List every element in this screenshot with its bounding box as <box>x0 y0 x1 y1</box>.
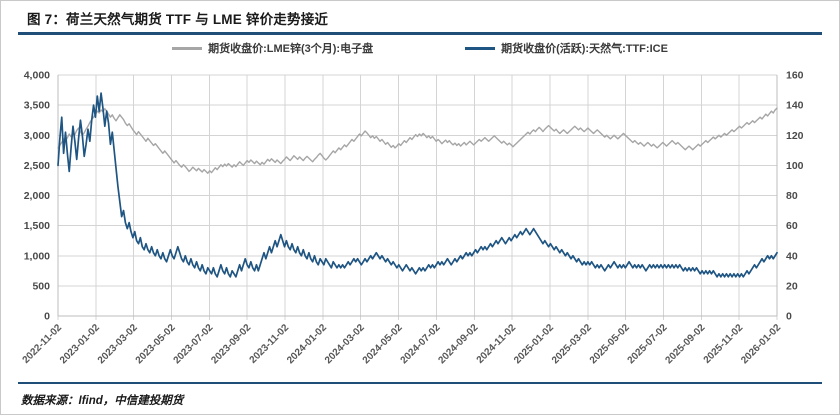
y-right-tick-label: 100 <box>786 160 804 172</box>
x-tick-label: 2024-09-02 <box>436 322 480 366</box>
x-tick-label: 2023-11-02 <box>248 322 292 366</box>
x-tick-label: 2024-07-02 <box>399 322 443 366</box>
footer-divider <box>18 381 822 384</box>
x-tick-label: 2025-11-02 <box>702 322 746 366</box>
series-line-lme-zinc <box>57 107 778 174</box>
y-right-tick-label: 40 <box>786 250 798 262</box>
x-tick-label: 2024-11-02 <box>475 322 519 366</box>
x-tick-label: 2023-07-02 <box>172 322 216 366</box>
legend-swatch-lme-zinc <box>172 46 203 50</box>
x-tick-label: 2025-03-02 <box>550 322 594 366</box>
x-tick-label: 2023-05-02 <box>134 322 178 366</box>
page-title: 图 7：荷兰天然气期货 TTF 与 LME 锌价走势接近 <box>27 11 329 27</box>
y-left-tick-label: 2,000 <box>24 190 50 202</box>
chart-title-bar: 图 7：荷兰天然气期货 TTF 与 LME 锌价走势接近 <box>1 1 839 34</box>
x-tick-label: 2025-05-02 <box>588 322 632 366</box>
y-right-tick-label: 120 <box>786 130 804 142</box>
y-left-tick-label: 3,500 <box>24 100 50 112</box>
x-tick-label: 2025-01-02 <box>512 322 556 366</box>
y-left-tick-label: 4,000 <box>24 70 50 82</box>
legend-label-lme-zinc: 期货收盘价:LME锌(3个月):电子盘 <box>208 43 374 55</box>
y-left-tick-label: 500 <box>32 280 50 292</box>
y-left-tick-label: 1,000 <box>24 250 50 262</box>
chart-legend: 期货收盘价:LME锌(3个月):电子盘 期货收盘价(活跃):天然气:TTF:IC… <box>1 37 839 59</box>
y-left-tick-label: 2,500 <box>24 160 50 172</box>
legend-label-ttf-gas: 期货收盘价(活跃):天然气:TTF:ICE <box>501 43 668 55</box>
series-line-ttf-gas <box>57 92 778 278</box>
x-tick-label: 2026-01-02 <box>739 322 783 366</box>
y-right-tick-label: 0 <box>786 311 792 323</box>
y-right-tick-label: 60 <box>786 220 798 232</box>
x-tick-label: 2023-09-02 <box>209 322 253 366</box>
y-right-tick-label: 20 <box>786 280 798 292</box>
x-tick-label: 2023-01-02 <box>58 322 102 366</box>
x-tick-label: 2022-11-02 <box>21 322 65 366</box>
y-right-tick-label: 80 <box>786 190 798 202</box>
legend-item-lme-zinc: 期货收盘价:LME锌(3个月):电子盘 <box>172 40 373 56</box>
legend-item-ttf-gas: 期货收盘价(活跃):天然气:TTF:ICE <box>465 40 668 56</box>
x-tick-label: 2024-05-02 <box>361 322 405 366</box>
data-source-note: 数据来源：Ifind，中信建投期货 <box>21 395 184 407</box>
legend-swatch-ttf-gas <box>465 46 496 50</box>
y-right-tick-label: 140 <box>786 100 804 112</box>
x-tick-label: 2024-01-02 <box>285 322 329 366</box>
title-divider <box>18 32 822 35</box>
x-tick-label: 2025-07-02 <box>626 322 670 366</box>
y-right-tick-label: 160 <box>786 70 804 82</box>
x-tick-label: 2024-03-02 <box>323 322 367 366</box>
y-left-tick-label: 3,000 <box>24 130 50 142</box>
x-tick-label: 2023-03-02 <box>96 322 140 366</box>
y-left-tick-label: 1,500 <box>24 220 50 232</box>
x-tick-label: 2025-09-02 <box>663 322 707 366</box>
y-left-tick-label: 0 <box>44 311 50 323</box>
